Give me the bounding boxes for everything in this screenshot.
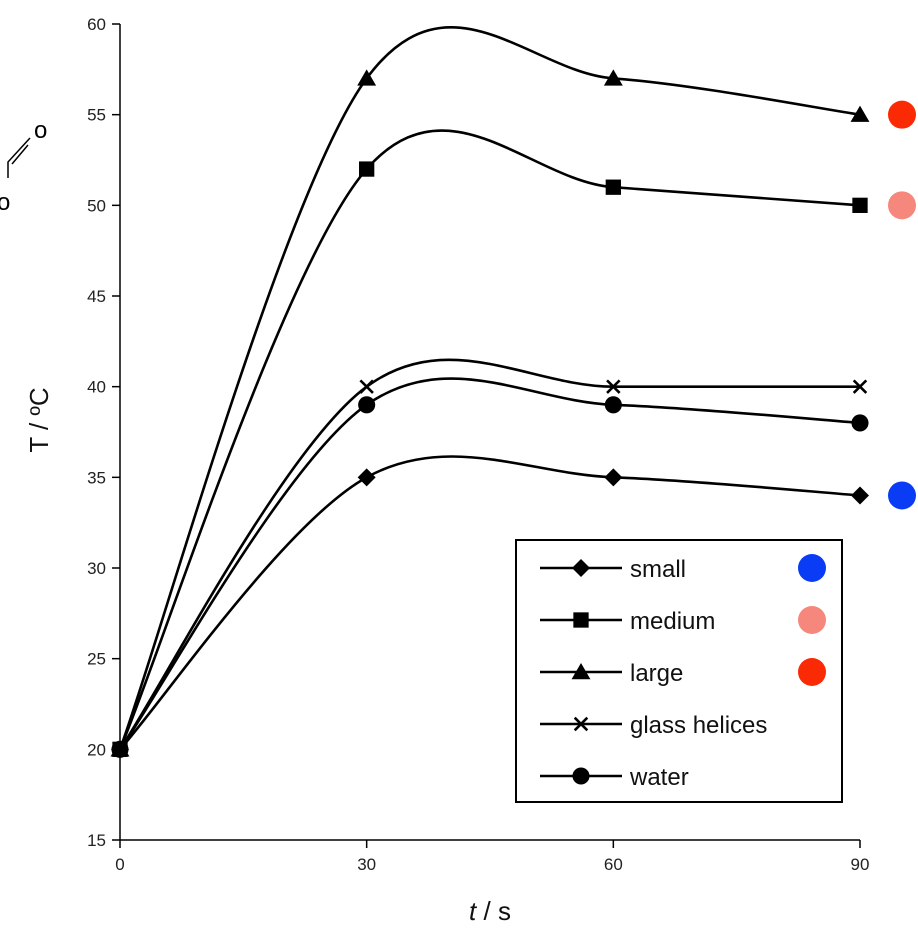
x-tick-label: 60 — [604, 855, 623, 874]
fragment-o-top: o — [34, 117, 47, 144]
axes — [119, 24, 860, 841]
legend-item-glass-helices: glass helices — [540, 712, 767, 739]
x-tick-label: 30 — [357, 855, 376, 874]
fragment-o-bottom: o — [0, 189, 10, 216]
y-tick-label: 50 — [87, 196, 106, 215]
data-point-circle — [851, 414, 869, 432]
data-point-circle — [572, 767, 590, 785]
x-ticks: 0 30 60 90 — [115, 840, 869, 874]
data-point-square — [573, 612, 589, 628]
data-point-square — [852, 197, 868, 213]
legend-indicator-dot — [798, 554, 826, 582]
legend-item-water: water — [540, 764, 689, 791]
series-group — [110, 26, 870, 759]
data-point-diamond — [572, 559, 590, 577]
data-point-circle — [358, 396, 376, 414]
y-tick-label: 60 — [87, 15, 106, 34]
data-point-cross — [359, 379, 374, 394]
series-line — [118, 377, 861, 751]
indicator-dot-medium — [888, 191, 916, 220]
data-point-cross — [852, 379, 868, 394]
y-tick-label: 30 — [87, 559, 106, 578]
data-point-circle — [111, 740, 129, 758]
y-axis-title: T / ºC — [24, 387, 54, 452]
legend-label: glass helices — [630, 712, 767, 739]
y-tick-label: 45 — [87, 287, 106, 306]
legend-item-small: small — [540, 554, 826, 583]
data-point-triangle — [603, 69, 623, 86]
y-ticks: 15 20 25 30 35 40 45 50 55 60 — [87, 15, 120, 850]
data-point-triangle — [571, 663, 591, 680]
data-point-triangle — [850, 105, 870, 122]
series-line — [118, 358, 860, 751]
indicator-dot-large — [888, 100, 916, 129]
legend-indicator-dot — [798, 606, 826, 634]
y-tick-label: 35 — [87, 468, 106, 487]
x-axis-title-rest: / s — [476, 896, 511, 926]
indicator-dot-small — [888, 481, 916, 510]
legend: small medium large glass helices water — [515, 539, 843, 803]
x-tick-label: 90 — [851, 855, 870, 874]
data-point-diamond — [357, 468, 376, 487]
data-point-circle — [604, 396, 622, 414]
indicator-dots — [888, 100, 916, 510]
legend-label: small — [630, 556, 686, 583]
x-axis-title: t / s — [469, 896, 511, 926]
y-tick-label: 40 — [87, 378, 106, 397]
series-line — [118, 129, 861, 750]
data-point-cross — [573, 716, 589, 732]
legend-label: water — [629, 764, 689, 791]
fragment-bonds — [7, 137, 31, 178]
data-point-diamond — [604, 468, 623, 487]
legend-item-medium: medium — [540, 606, 826, 635]
series-line — [118, 26, 861, 750]
y-tick-label: 15 — [87, 831, 106, 850]
data-point-diamond — [851, 486, 869, 505]
data-point-square — [605, 179, 621, 195]
series-water — [111, 377, 869, 758]
legend-label: medium — [630, 608, 715, 635]
data-point-cross — [606, 379, 621, 394]
cropped-structure-fragment: o o — [0, 117, 47, 216]
x-tick-label: 0 — [115, 855, 124, 874]
data-point-square — [359, 161, 375, 177]
series-line — [119, 455, 861, 751]
legend-indicator-dot — [798, 658, 826, 686]
y-tick-label: 20 — [87, 740, 106, 759]
y-tick-label: 25 — [87, 650, 106, 669]
data-point-triangle — [357, 69, 377, 86]
y-tick-label: 55 — [87, 106, 106, 125]
legend-item-large: large — [540, 658, 826, 687]
x-axis-title-italic: t — [469, 896, 478, 926]
legend-label: large — [630, 660, 683, 687]
